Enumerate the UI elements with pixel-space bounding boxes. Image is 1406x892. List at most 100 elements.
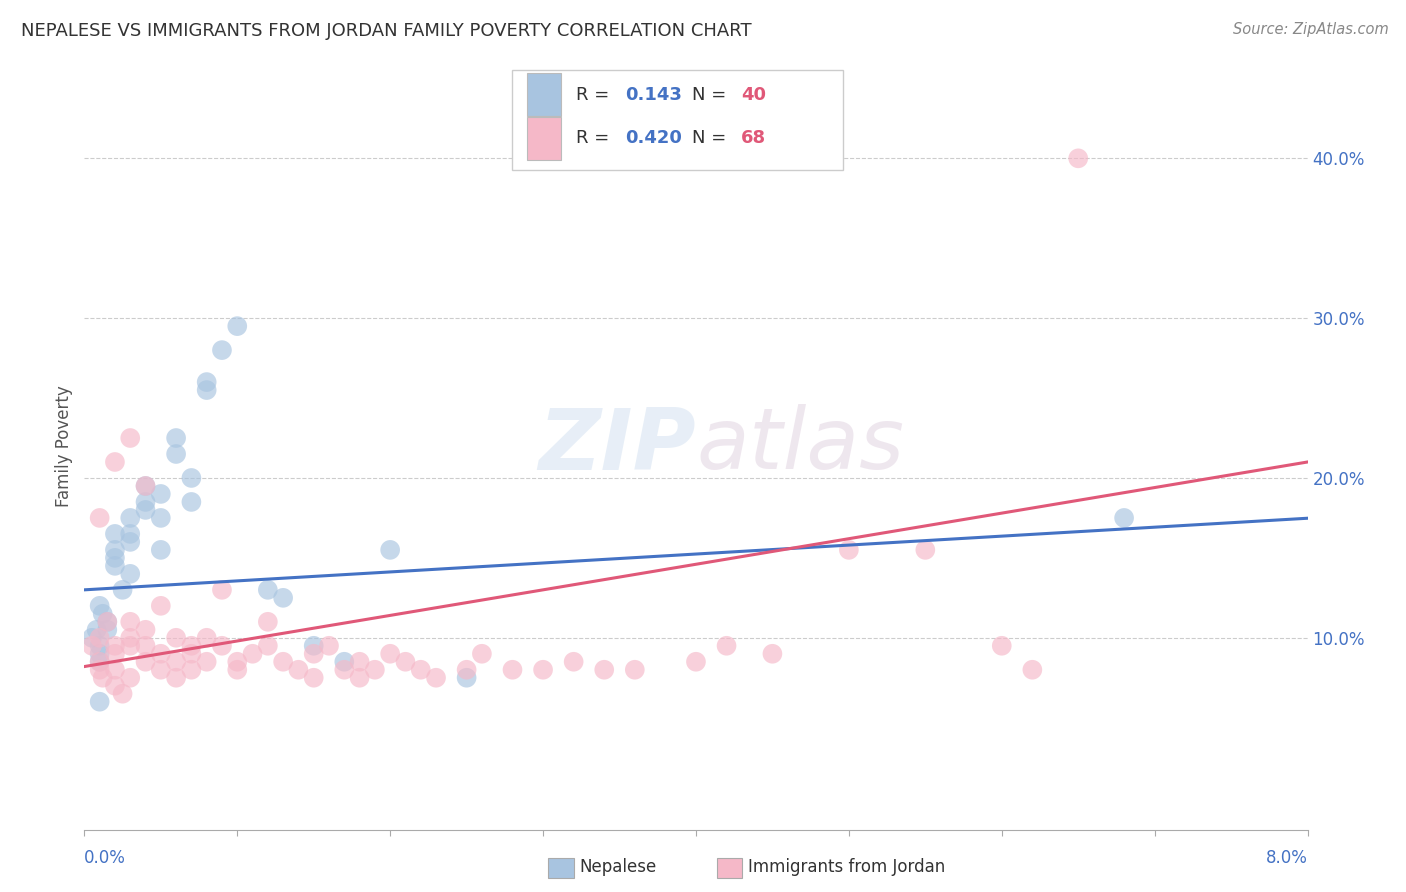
Point (104, 679, 127, 693)
Point (1114, 511, 1136, 525)
Point (364, 663, 387, 677)
Point (89, 663, 111, 677)
Point (257, 615, 280, 629)
Point (456, 671, 478, 685)
Text: 0.0%: 0.0% (84, 849, 127, 867)
Point (838, 542, 860, 557)
Text: ZIP: ZIP (538, 404, 696, 488)
Point (624, 663, 647, 677)
Point (135, 623, 157, 637)
Text: 0.143: 0.143 (626, 86, 682, 103)
Point (104, 550, 127, 565)
Point (1021, 663, 1043, 677)
Point (318, 639, 340, 653)
Point (287, 663, 309, 677)
Point (135, 639, 157, 653)
Point (149, 542, 172, 557)
Point (991, 639, 1014, 653)
Point (149, 663, 172, 677)
FancyBboxPatch shape (527, 118, 561, 160)
Text: N =: N = (692, 129, 733, 147)
Point (302, 671, 325, 685)
Point (149, 511, 172, 525)
Point (89, 639, 111, 653)
FancyBboxPatch shape (527, 73, 561, 116)
Text: R =: R = (576, 86, 614, 103)
Text: atlas: atlas (696, 404, 904, 488)
Point (271, 591, 294, 605)
Text: 68: 68 (741, 129, 766, 147)
Point (135, 503, 157, 517)
Point (96, 615, 118, 629)
Point (104, 647, 127, 661)
Point (135, 479, 157, 493)
Point (91, 671, 114, 685)
Point (226, 319, 249, 334)
Point (380, 542, 402, 557)
Point (349, 671, 371, 685)
Point (165, 631, 187, 645)
Point (180, 471, 202, 485)
Point (242, 647, 264, 661)
Point (685, 655, 707, 669)
Point (333, 663, 356, 677)
Point (89, 655, 111, 669)
Text: Immigrants from Jordan: Immigrants from Jordan (748, 858, 945, 876)
Point (165, 655, 187, 669)
Point (593, 663, 616, 677)
Point (111, 582, 134, 597)
Point (165, 671, 187, 685)
Point (562, 655, 585, 669)
Text: NEPALESE VS IMMIGRANTS FROM JORDAN FAMILY POVERTY CORRELATION CHART: NEPALESE VS IMMIGRANTS FROM JORDAN FAMIL… (21, 22, 752, 40)
Point (104, 663, 127, 677)
Point (226, 655, 249, 669)
Point (380, 647, 402, 661)
Point (96, 615, 118, 629)
Point (165, 447, 187, 461)
Point (149, 599, 172, 613)
Point (425, 671, 447, 685)
Point (120, 431, 142, 445)
Y-axis label: Family Poverty: Family Poverty (55, 385, 73, 507)
Point (211, 343, 233, 358)
Point (180, 647, 202, 661)
Text: 8.0%: 8.0% (1265, 849, 1308, 867)
Point (135, 495, 157, 509)
Point (120, 566, 142, 581)
Point (761, 647, 783, 661)
Point (456, 663, 478, 677)
Point (89, 511, 111, 525)
Point (120, 535, 142, 549)
Point (120, 639, 142, 653)
Point (80, 631, 103, 645)
Point (104, 639, 127, 653)
Point (195, 655, 218, 669)
Point (531, 663, 554, 677)
Point (226, 663, 249, 677)
Text: 40: 40 (741, 86, 766, 103)
Point (86, 623, 108, 637)
Point (302, 647, 325, 661)
Point (104, 455, 127, 469)
Point (120, 527, 142, 541)
Point (89, 655, 111, 669)
Point (135, 655, 157, 669)
Point (180, 495, 202, 509)
Point (211, 639, 233, 653)
Text: Source: ZipAtlas.com: Source: ZipAtlas.com (1233, 22, 1389, 37)
Point (302, 639, 325, 653)
Point (135, 479, 157, 493)
Point (716, 639, 738, 653)
FancyBboxPatch shape (513, 70, 842, 169)
Point (120, 671, 142, 685)
Point (211, 582, 233, 597)
Point (89, 631, 111, 645)
Point (180, 639, 202, 653)
Point (149, 487, 172, 501)
Point (96, 623, 118, 637)
Point (914, 542, 936, 557)
Point (89, 599, 111, 613)
Point (409, 663, 432, 677)
Point (91, 607, 114, 621)
Text: R =: R = (576, 129, 614, 147)
